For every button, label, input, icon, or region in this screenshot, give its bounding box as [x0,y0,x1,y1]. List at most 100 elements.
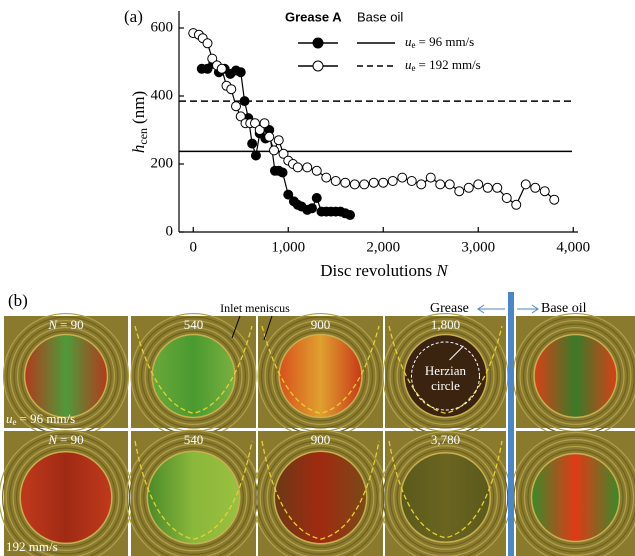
legend: Grease A Base oil ue= 96 mm/s ue= 192 mm… [285,9,481,73]
data-point [550,195,559,204]
y-label-unit: (nm) [129,91,148,124]
data-point [445,180,454,189]
frame-label: 540 [184,432,204,447]
contact-circle [20,452,112,544]
data-point [398,173,407,182]
contact-circle [534,335,617,418]
legend-subscript: e [412,63,416,73]
speed-text: = 96 mm/s [20,411,76,426]
panel-label: (a) [124,7,143,26]
x-tick-label: 4,000 [556,239,590,255]
x-axis-label: Disc revolutions N [320,261,449,280]
data-point [512,200,521,209]
data-point [483,183,492,192]
frame-text: = 90 [60,432,84,447]
legend-label: ue= 96 mm/s [405,34,474,50]
data-point [360,180,369,189]
y-axis-label: hcen (nm) [129,91,150,153]
data-point [455,187,464,196]
data-point [464,183,473,192]
frame-text: = 90 [60,317,84,332]
data-point [227,85,236,94]
y-tick-label: 0 [166,223,174,239]
data-point [474,180,483,189]
arrow [517,305,538,313]
annotation: Base oil [541,301,587,316]
x-tick-label: 0 [190,239,198,255]
legend-marker [313,61,323,71]
frame-label: 900 [311,317,331,332]
data-point [274,136,283,145]
data-point [407,177,416,186]
data-point [217,64,226,73]
frame-symbol: N [47,432,58,447]
data-point [426,173,435,182]
y-label-subscript: cen [136,128,150,145]
y-tick-label: 400 [151,87,174,103]
data-point [341,178,350,187]
data-point [350,180,359,189]
data-point [502,194,511,203]
contact-circle [274,451,367,544]
contact-circle [147,451,240,544]
x-tick-label: 3,000 [461,239,495,255]
legend-label: ue= 192 mm/s [405,57,481,73]
data-point [417,180,426,189]
data-point [232,102,241,111]
data-point [236,68,245,77]
data-point [322,173,331,182]
divider [508,292,514,556]
contact-circle [279,335,362,418]
frame-label: 1,800 [431,317,460,332]
speed-label: 192 mm/s [6,539,58,554]
contact-circle [152,335,235,418]
data-point [260,119,269,128]
y-tick-label: 600 [151,19,174,35]
arrow [478,305,505,313]
y-label-symbol: h [129,145,148,154]
contact-circle [531,453,619,541]
frame-label: 540 [184,317,204,332]
x-label-symbol: N [435,261,449,280]
data-point [379,178,388,187]
herzian-label: circle [431,378,460,393]
x-tick-label: 2,000 [366,239,400,255]
frame-label: 3,780 [431,432,460,447]
data-point [251,151,260,160]
data-point [540,187,549,196]
frame-label: 900 [311,432,331,447]
frame-symbol: N [47,317,58,332]
legend-header: Base oil [357,9,403,24]
contact-circle [401,453,491,543]
data-point [531,183,540,192]
legend-subscript: e [412,40,416,50]
data-point [265,132,274,141]
data-point [331,177,340,186]
legend-marker [313,38,323,48]
data-point [369,178,378,187]
panel-label: (b) [8,291,28,310]
contact-circle [25,335,108,418]
x-label-text: Disc revolutions [320,261,432,280]
frame-label: N= 90 [47,432,83,447]
herzian-label: Herzian [425,363,467,378]
data-point [293,163,302,172]
data-point [308,204,317,213]
data-point [278,168,287,177]
data-point [270,146,279,155]
data-point [388,177,397,186]
data-point [303,163,312,172]
data-point [248,139,257,148]
legend-text: = 96 mm/s [419,34,475,49]
annotation: Grease [430,301,469,316]
data-point [312,166,321,175]
legend-text: = 192 mm/s [419,57,481,72]
data-point [436,180,445,189]
data-point [346,211,355,220]
frame-label: N= 90 [47,317,83,332]
data-point [240,97,249,106]
data-point [521,180,530,189]
data-point [493,183,502,192]
figure: (a) Disc revolutions N hcen (nm) Grease A… [0,0,635,556]
